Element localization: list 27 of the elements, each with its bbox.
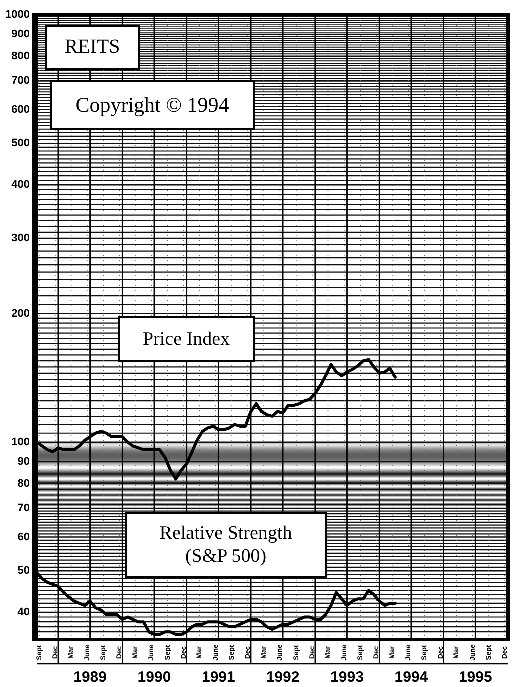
y-tick-label: 50 bbox=[18, 565, 30, 578]
y-tick-label: 40 bbox=[18, 606, 30, 619]
text: Relative Strength (S&P 500) bbox=[158, 522, 294, 568]
y-tick-label: 60 bbox=[18, 531, 30, 544]
text: REITS bbox=[64, 36, 120, 59]
annotation: Copyright © 1994 bbox=[76, 92, 230, 118]
text: Price Index bbox=[142, 328, 230, 350]
x2-tick-label: 1995 bbox=[458, 669, 492, 686]
y-tick-label: 100 bbox=[12, 436, 30, 448]
y-tick-label: 500 bbox=[12, 138, 30, 150]
y-tick-label: 800 bbox=[12, 50, 30, 62]
x2-tick-label: 1991 bbox=[202, 669, 236, 686]
y-tick-label: 200 bbox=[12, 308, 30, 320]
y-tick-label: 1000 bbox=[6, 9, 30, 22]
y-tick-label: 900 bbox=[12, 28, 30, 41]
y-tick-label: 600 bbox=[12, 104, 30, 116]
y-tick-label: 70 bbox=[18, 502, 30, 515]
x2-tick-label: 1993 bbox=[330, 669, 364, 686]
y-tick-label: 400 bbox=[12, 179, 30, 192]
x2-tick-label: 1990 bbox=[138, 669, 172, 686]
y-tick-label: 700 bbox=[12, 75, 30, 88]
y-tick-label: 300 bbox=[12, 232, 30, 245]
y-tick-label: 80 bbox=[18, 478, 30, 490]
y-tick-label: 90 bbox=[18, 456, 30, 468]
x2-tick-label: 1992 bbox=[266, 669, 300, 686]
x2-tick-label: 1989 bbox=[74, 669, 107, 686]
x2-tick-label: 1994 bbox=[394, 669, 429, 686]
